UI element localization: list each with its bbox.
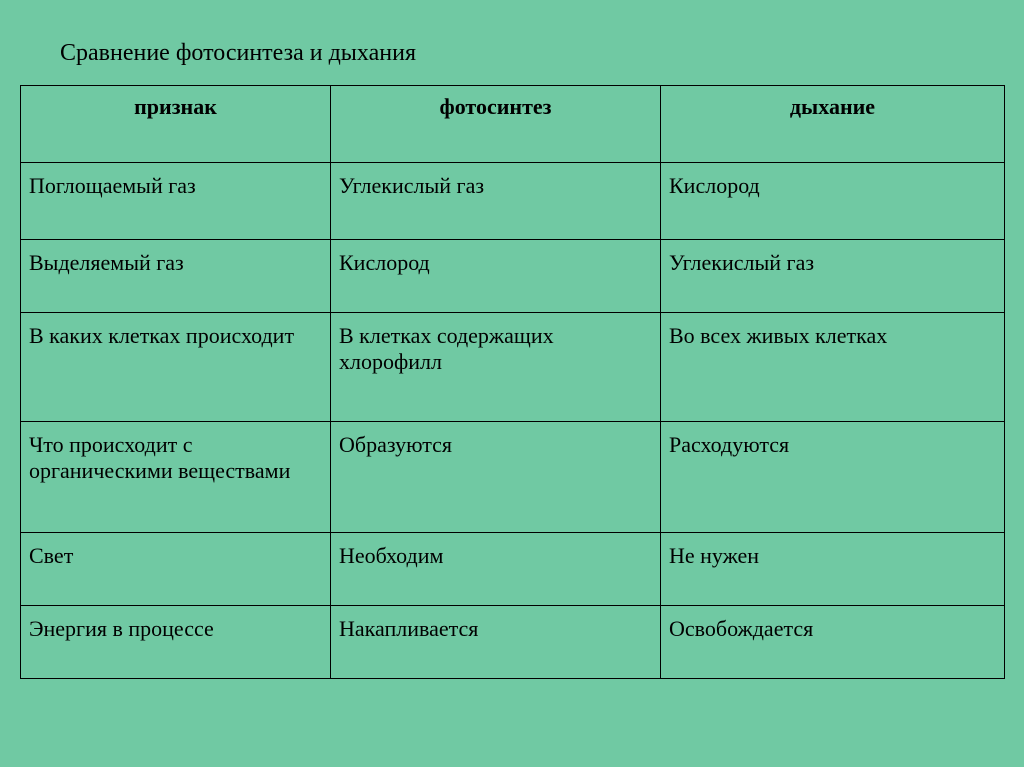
cell-feature: Свет xyxy=(21,533,331,606)
cell-respiration: Во всех живых клетках xyxy=(661,313,1005,422)
slide: Сравнение фотосинтеза и дыхания признак … xyxy=(0,0,1024,709)
cell-feature: Что происходит с органическими веществам… xyxy=(21,422,331,533)
table-row: Поглощаемый газ Углекислый газ Кислород xyxy=(21,163,1005,240)
cell-photosynthesis: В клетках содержащих хлорофилл xyxy=(331,313,661,422)
cell-photosynthesis: Накапливается xyxy=(331,606,661,679)
table-row: Свет Необходим Не нужен xyxy=(21,533,1005,606)
cell-feature: Поглощаемый газ xyxy=(21,163,331,240)
cell-respiration: Расходуются xyxy=(661,422,1005,533)
col-header-respiration: дыхание xyxy=(661,86,1005,163)
col-header-feature: признак xyxy=(21,86,331,163)
cell-photosynthesis: Необходим xyxy=(331,533,661,606)
slide-title: Сравнение фотосинтеза и дыхания xyxy=(60,40,1004,67)
comparison-table: признак фотосинтез дыхание Поглощаемый г… xyxy=(20,85,1005,679)
cell-respiration: Не нужен xyxy=(661,533,1005,606)
table-row: Что происходит с органическими веществам… xyxy=(21,422,1005,533)
cell-photosynthesis: Кислород xyxy=(331,240,661,313)
table-row: Энергия в процессе Накапливается Освобож… xyxy=(21,606,1005,679)
cell-respiration: Углекислый газ xyxy=(661,240,1005,313)
cell-photosynthesis: Образуются xyxy=(331,422,661,533)
cell-photosynthesis: Углекислый газ xyxy=(331,163,661,240)
col-header-photosynthesis: фотосинтез xyxy=(331,86,661,163)
table-header-row: признак фотосинтез дыхание xyxy=(21,86,1005,163)
cell-respiration: Освобождается xyxy=(661,606,1005,679)
table-row: Выделяемый газ Кислород Углекислый газ xyxy=(21,240,1005,313)
cell-feature: Энергия в процессе xyxy=(21,606,331,679)
cell-respiration: Кислород xyxy=(661,163,1005,240)
table-row: В каких клетках происходит В клетках сод… xyxy=(21,313,1005,422)
cell-feature: В каких клетках происходит xyxy=(21,313,331,422)
cell-feature: Выделяемый газ xyxy=(21,240,331,313)
